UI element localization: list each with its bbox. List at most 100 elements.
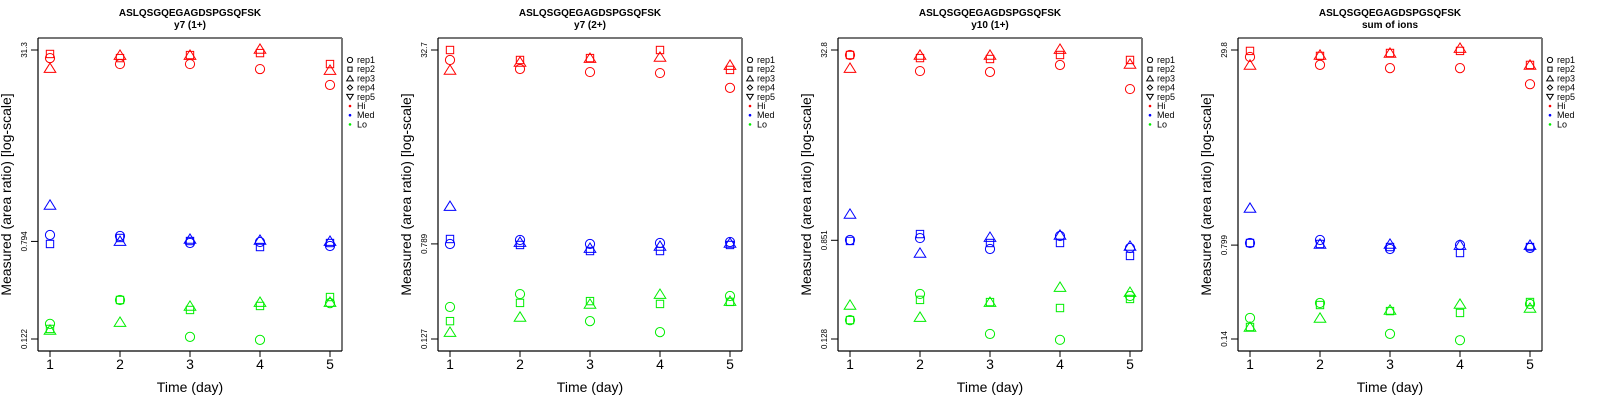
data-point — [113, 49, 127, 60]
data-point — [113, 316, 127, 327]
y-axis-label: Measured (area ratio) [log-scale] — [0, 93, 14, 295]
legend-label: Lo — [1557, 119, 1567, 129]
data-point — [43, 62, 57, 73]
diamond-icon — [346, 84, 354, 91]
data-point — [183, 232, 197, 244]
data-point — [915, 229, 925, 239]
legend-label: rep3 — [1157, 73, 1175, 83]
data-point — [1384, 63, 1396, 74]
x-tick-label: 2 — [116, 356, 124, 372]
triangle-up-icon — [1545, 74, 1555, 82]
data-point — [1244, 237, 1256, 249]
data-point — [1245, 46, 1255, 56]
dot-icon — [348, 123, 352, 126]
data-point — [914, 288, 926, 300]
data-point — [515, 240, 525, 250]
y-tick-label: 0.794 — [20, 231, 29, 252]
data-point — [324, 79, 336, 91]
legend-label: Hi — [1157, 101, 1166, 111]
y-tick-label: 0.14 — [1220, 331, 1229, 347]
data-point — [324, 240, 336, 252]
data-point — [845, 50, 855, 60]
chart-subtitle: y7 (1+) — [174, 20, 206, 31]
data-point — [325, 292, 335, 302]
x-tick-label: 2 — [916, 356, 924, 372]
data-point — [984, 328, 996, 340]
data-point — [444, 54, 456, 66]
data-point — [984, 66, 996, 78]
data-point — [1524, 79, 1536, 90]
data-point — [1243, 58, 1257, 70]
dot-icon — [1548, 123, 1552, 126]
data-point — [1124, 242, 1136, 254]
legend-label: rep5 — [757, 92, 775, 102]
data-point — [1245, 238, 1255, 248]
x-tick-label: 5 — [1126, 356, 1134, 372]
data-point — [655, 246, 665, 256]
data-point — [1523, 301, 1537, 313]
data-point — [1385, 242, 1395, 252]
legend-label: Med — [357, 110, 375, 120]
data-point — [183, 49, 197, 60]
data-point — [1313, 311, 1327, 323]
data-point — [983, 48, 997, 60]
data-point — [513, 236, 527, 247]
data-point — [1455, 308, 1465, 318]
data-point — [323, 235, 337, 246]
data-point — [1453, 239, 1467, 250]
data-point — [913, 246, 927, 258]
dot-icon — [1148, 123, 1152, 126]
y-tick-label: 32.8 — [820, 42, 829, 58]
data-point — [1125, 294, 1135, 304]
square-icon — [1147, 66, 1153, 72]
legend-label: rep3 — [357, 73, 375, 83]
data-point — [1314, 234, 1326, 246]
data-point — [444, 238, 456, 250]
data-point — [1455, 248, 1465, 258]
data-point — [325, 238, 335, 248]
data-point — [584, 238, 596, 250]
data-point — [1244, 51, 1256, 63]
triangle-down-icon — [1145, 93, 1155, 101]
data-point — [583, 297, 597, 309]
data-point — [1455, 46, 1465, 56]
y-tick-label: 32.7 — [420, 42, 429, 58]
legend-label: rep3 — [1557, 73, 1575, 83]
y-axis-label: Measured (area ratio) [log-scale] — [1198, 93, 1214, 295]
data-point — [1055, 50, 1065, 60]
data-point — [585, 296, 595, 306]
triangle-down-icon — [345, 93, 355, 101]
square-icon — [747, 66, 753, 72]
x-tick-label: 4 — [656, 356, 664, 372]
data-point — [655, 299, 665, 309]
data-point — [1053, 43, 1067, 54]
y-tick-label: 0.789 — [420, 233, 429, 254]
legend-label: rep2 — [1557, 64, 1575, 74]
x-tick-label: 3 — [586, 356, 594, 372]
data-point — [185, 236, 195, 246]
data-point — [445, 45, 455, 55]
triangle-down-icon — [745, 93, 755, 101]
data-point — [843, 62, 857, 73]
data-point — [1525, 297, 1535, 307]
data-point — [983, 231, 997, 242]
triangle-down-icon — [1545, 93, 1555, 101]
legend-label: rep3 — [757, 73, 775, 83]
dot-icon — [1548, 113, 1552, 117]
x-tick-label: 5 — [726, 356, 734, 372]
data-point — [653, 288, 667, 299]
x-tick-label: 1 — [1246, 356, 1254, 372]
data-point — [1453, 42, 1467, 53]
data-point — [514, 288, 526, 300]
legend-label: Hi — [357, 101, 366, 111]
legend-label: rep2 — [1157, 64, 1175, 74]
x-tick-label: 3 — [986, 356, 994, 372]
chart-subtitle: sum of ions — [1362, 20, 1419, 31]
data-point — [323, 296, 337, 307]
data-point — [654, 67, 666, 79]
x-axis-label: Time (day) — [1357, 379, 1423, 395]
